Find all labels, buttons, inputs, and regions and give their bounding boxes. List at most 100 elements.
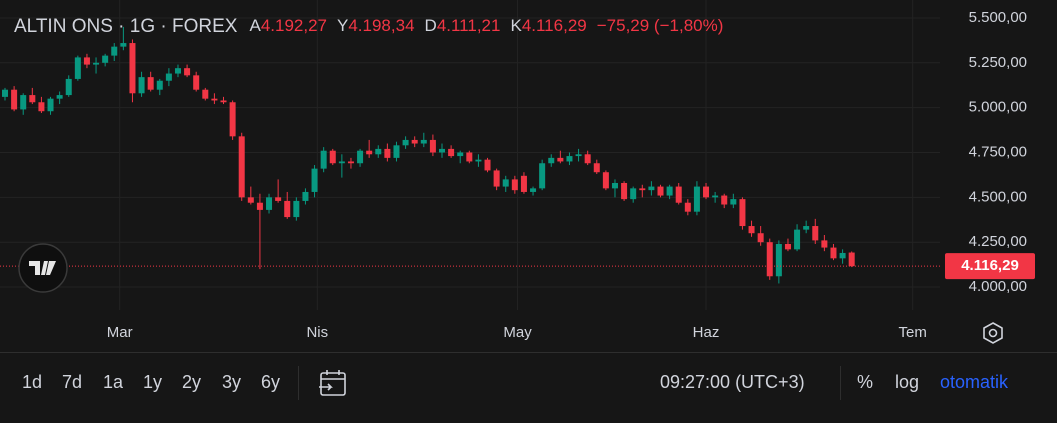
candle-body (74, 57, 81, 79)
candle-body (575, 154, 582, 157)
candle-body (666, 186, 673, 196)
change: −75,29 (−1,80%) (597, 16, 724, 35)
candle-body (193, 75, 200, 90)
candle-body (566, 156, 573, 162)
last-price-label: 4.116,29 (961, 257, 1019, 274)
candle-body (402, 139, 409, 146)
candle-body (311, 168, 318, 192)
y-tick-label: 5.500,00 (969, 9, 1027, 26)
date-range-icon[interactable] (318, 368, 348, 398)
candle-body (548, 157, 555, 164)
separator (298, 366, 299, 400)
candle-body (375, 148, 382, 155)
candle-body (821, 240, 828, 248)
candle-body (675, 186, 682, 203)
candle-body (2, 89, 9, 97)
candle-body (530, 188, 537, 192)
candle-body (11, 89, 18, 110)
range-button[interactable]: 1d (22, 372, 43, 392)
candle-body (584, 154, 591, 164)
candle-body (202, 89, 209, 99)
candle-body (384, 148, 391, 158)
candle-body (611, 182, 618, 189)
candle-body (830, 247, 837, 259)
candle-body (429, 139, 436, 153)
clock[interactable]: 09:27:00 (UTC+3) (660, 372, 805, 392)
candle-body (393, 145, 400, 158)
candle-body (247, 197, 254, 203)
candle-body (475, 159, 482, 162)
x-tick-label: Tem (899, 324, 927, 341)
candle-body (284, 200, 291, 218)
range-button[interactable]: 7d (62, 372, 83, 392)
candle-body (484, 159, 491, 171)
candle-body (420, 139, 427, 144)
separator (0, 352, 1057, 353)
candle-body (657, 186, 664, 196)
y-tick-label: 4.750,00 (969, 143, 1027, 160)
candle-body (129, 43, 136, 94)
candle-body (775, 243, 782, 277)
candle-body (812, 226, 819, 241)
candle-body (165, 73, 172, 81)
candle-body (439, 148, 446, 153)
candle-body (593, 163, 600, 173)
log-toggle[interactable]: log (895, 372, 920, 392)
candle-body (794, 229, 801, 250)
y-tick-label: 4.500,00 (969, 188, 1027, 205)
candle-body (266, 197, 273, 210)
candle-body (338, 161, 345, 164)
candle-body (803, 226, 810, 230)
settings-icon[interactable] (983, 322, 1003, 344)
candle-body (366, 150, 373, 155)
candle-body (621, 182, 628, 200)
auto-toggle[interactable]: otomatik (940, 372, 1009, 392)
candle-body (320, 150, 327, 169)
candle-body (748, 226, 755, 234)
range-button[interactable]: 3y (222, 372, 242, 392)
ohlc-key: K (510, 16, 522, 35)
candle-body (839, 252, 846, 259)
candle-body (693, 186, 700, 212)
candle-body (511, 179, 518, 191)
candle-body (102, 55, 109, 63)
candle-body (520, 175, 527, 192)
x-tick-label: Mar (107, 324, 133, 341)
percent-toggle[interactable]: % (857, 372, 874, 392)
candle-body (184, 68, 191, 76)
candle-body (20, 95, 27, 110)
candle-body (466, 152, 473, 162)
candle-body (65, 78, 72, 96)
candle-body (712, 195, 719, 198)
candle-body (347, 161, 354, 164)
candle-body (329, 150, 336, 164)
candle-body (357, 150, 364, 164)
candle-body (147, 77, 154, 90)
range-button[interactable]: 1a (103, 372, 124, 392)
candle-body (557, 157, 564, 162)
candle-body (56, 95, 63, 99)
ohlc-value: 4.111,21 (437, 16, 501, 35)
candle-body (502, 179, 509, 187)
candle-body (457, 152, 464, 157)
x-tick-label: May (503, 324, 532, 341)
candle-body (766, 242, 773, 277)
candle-body (448, 148, 455, 157)
candle-body (684, 202, 691, 212)
candle-body (83, 57, 90, 65)
ohlc-value: 4.116,29 (522, 16, 587, 35)
candle-body (602, 172, 609, 189)
symbol: ALTIN ONS · 1G · FOREX (14, 16, 238, 37)
candle-body (648, 186, 655, 191)
chart: 4.000,00 4.250,00 4.500,00 4.750,00 5.000,00… (0, 0, 1035, 344)
tv-logo (18, 243, 68, 293)
ohlc-value: 4.192,27 (261, 16, 327, 35)
range-button[interactable]: 6y (261, 372, 281, 392)
range-button[interactable]: 1y (143, 372, 163, 392)
last-price-badge (945, 253, 1035, 280)
candle-body (93, 62, 100, 65)
legend: ALTIN ONS · 1G · FOREX A4.192,27 Y4.198,34… (14, 16, 723, 37)
range-button[interactable]: 2y (182, 372, 202, 392)
y-tick-label: 5.250,00 (969, 54, 1027, 71)
